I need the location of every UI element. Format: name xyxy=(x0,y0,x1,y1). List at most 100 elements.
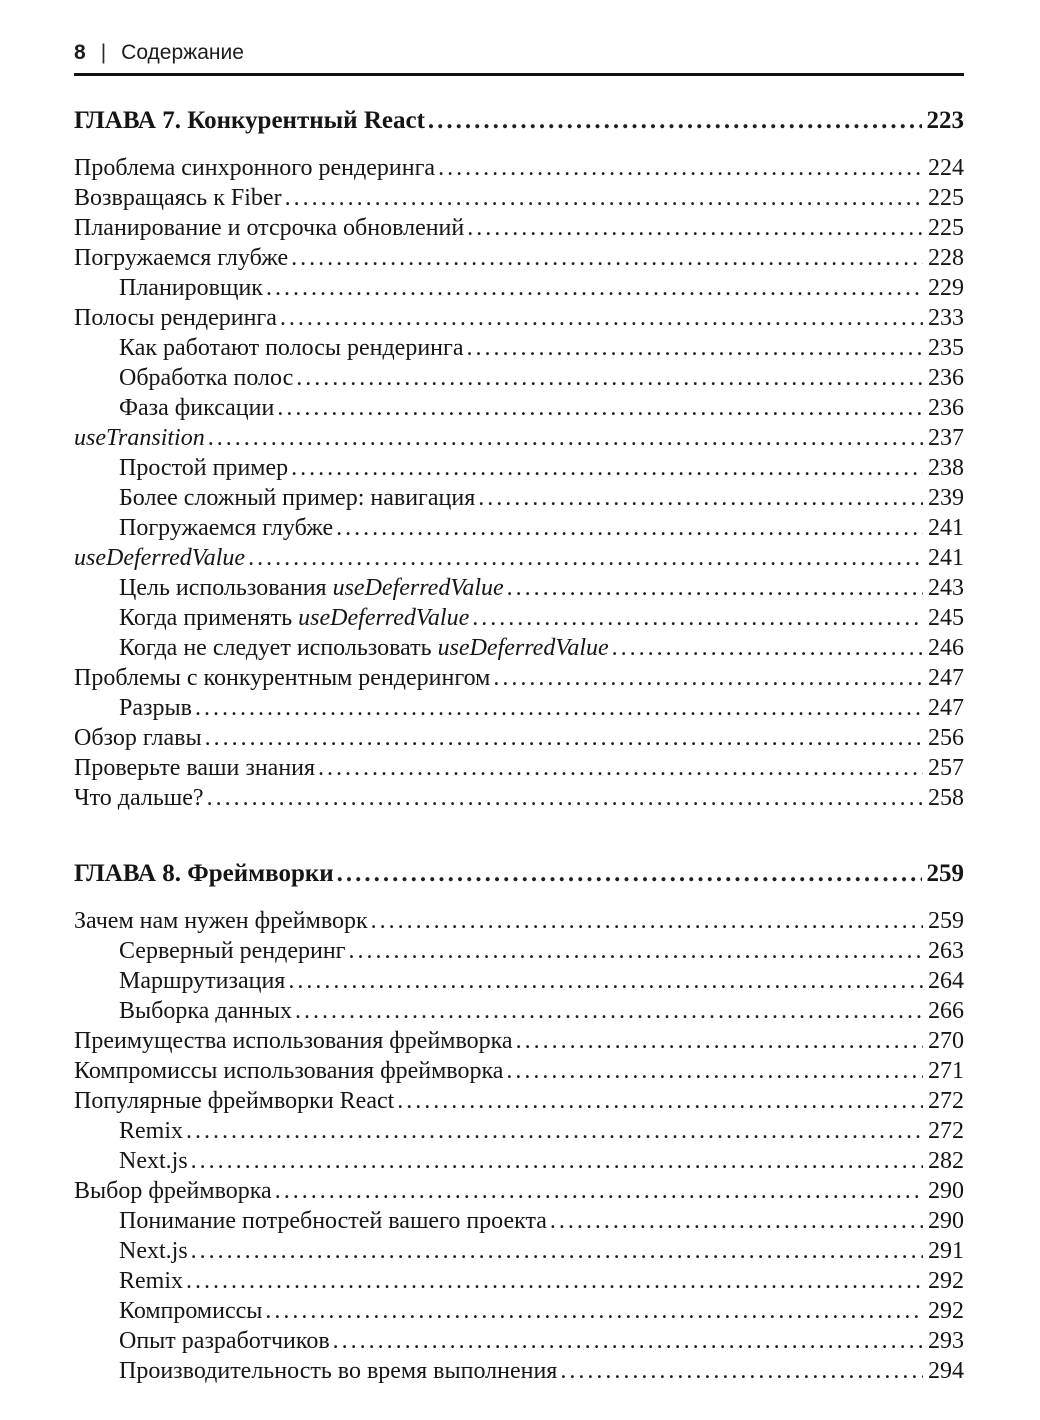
toc-entry-label: Погружаемся глубже xyxy=(119,513,333,543)
toc-entry-page: 239 xyxy=(928,485,964,511)
toc-entry-page: 225 xyxy=(928,215,964,241)
dot-leader: ........................................… xyxy=(438,155,923,181)
toc-entry-label-part: Маршрутизация xyxy=(119,968,286,994)
toc-entry-label: Возвращаясь к Fiber xyxy=(74,183,282,213)
dot-leader: ........................................… xyxy=(397,1088,923,1114)
toc-entry-label-part: Как работают полосы рендеринга xyxy=(119,335,464,361)
toc-entry-label: Производительность во время выполнения xyxy=(119,1356,557,1386)
toc-entry-page: 224 xyxy=(928,155,964,181)
dot-leader: ........................................… xyxy=(265,1298,923,1324)
toc-entry: Компромиссы.............................… xyxy=(74,1296,964,1326)
toc-entry-label-part: Погружаемся глубже xyxy=(119,515,334,541)
toc-entry-label: Next.js xyxy=(119,1146,188,1176)
toc-entry: Когда применять useDeferredValue........… xyxy=(74,603,964,633)
toc-entry-label: Remix xyxy=(119,1266,183,1296)
dot-leader: ........................................… xyxy=(336,515,923,541)
dot-leader: ........................................… xyxy=(336,860,922,887)
chapter-title-label: ГЛАВА 7. Конкурентный React xyxy=(74,106,425,136)
toc-entry-label-part: Погружаемся глубже xyxy=(74,245,289,271)
toc-entry-page: 271 xyxy=(928,1058,964,1084)
toc-entry-label: Проблемы с конкурентным рендерингом xyxy=(74,663,490,693)
toc-entry: Погружаемся глубже......................… xyxy=(74,513,964,543)
dot-leader: ........................................… xyxy=(204,725,923,751)
header-title: Содержание xyxy=(121,41,244,64)
toc-entry-label: useTransition xyxy=(74,423,205,453)
toc-entry-label: Понимание потребностей вашего проекта xyxy=(119,1206,547,1236)
dot-leader: ........................................… xyxy=(206,785,923,811)
toc-entry-label-part: Зачем нам нужен фреймворк xyxy=(74,908,368,934)
chapter-title-label-part: ГЛАВА 8. Фреймворки xyxy=(74,860,334,887)
toc-entry: Что дальше?.............................… xyxy=(74,783,964,813)
toc-entry-page: 237 xyxy=(928,425,964,451)
toc-section: ГЛАВА 7. Конкурентный React.............… xyxy=(74,106,964,813)
toc-entry-label-part: Популярные фреймворки React xyxy=(74,1088,395,1114)
toc-entry-page: 246 xyxy=(928,635,964,661)
toc-entry-label: Планировщик xyxy=(119,273,263,303)
toc-entry-page: 292 xyxy=(928,1298,964,1324)
toc-entry-label: Опыт разработчиков xyxy=(119,1326,330,1356)
dot-leader: ........................................… xyxy=(472,605,923,631)
toc-entry: Обработка полос.........................… xyxy=(74,363,964,393)
dot-leader: ........................................… xyxy=(493,665,923,691)
toc-entry-label-part: Простой пример xyxy=(119,455,289,481)
dot-leader: ........................................… xyxy=(318,755,923,781)
dot-leader: ........................................… xyxy=(248,545,923,571)
toc-entry-label: Что дальше? xyxy=(74,783,204,813)
toc-entry: Планировщик.............................… xyxy=(74,273,964,303)
toc-entry-label: useDeferredValue xyxy=(74,543,245,573)
toc-entry-label: Как работают полосы рендеринга xyxy=(119,333,464,363)
dot-leader: ........................................… xyxy=(515,1028,923,1054)
toc-entry-label: Популярные фреймворки React xyxy=(74,1086,394,1116)
dot-leader: ........................................… xyxy=(190,1238,923,1264)
toc-entry-page: 263 xyxy=(928,938,964,964)
toc-entry-page: 259 xyxy=(928,908,964,934)
toc-entry-label: Проверьте ваши знания xyxy=(74,753,315,783)
toc-entry-label: Планирование и отсрочка обновлений xyxy=(74,213,464,243)
dot-leader: ........................................… xyxy=(277,395,923,421)
toc-entry-label-part: Производительность во время выполнения xyxy=(119,1358,558,1384)
toc-entry-label: Компромиссы использования фреймворка xyxy=(74,1056,503,1086)
toc-entry-page: 293 xyxy=(928,1328,964,1354)
dot-leader: ........................................… xyxy=(265,275,923,301)
toc-entry: Простой пример..........................… xyxy=(74,453,964,483)
toc-entry-label: Более сложный пример: навигация xyxy=(119,483,475,513)
toc-entry: Понимание потребностей вашего проекта...… xyxy=(74,1206,964,1236)
toc-entry-page: 241 xyxy=(928,545,964,571)
dot-leader: ........................................… xyxy=(506,575,923,601)
toc-entry-label: Remix xyxy=(119,1116,183,1146)
toc-entry: Цель использования useDeferredValue.....… xyxy=(74,573,964,603)
toc-entry: Проверьте ваши знания...................… xyxy=(74,753,964,783)
toc-entry-label-part: Серверный рендеринг xyxy=(119,938,346,964)
toc-entry-page: 256 xyxy=(928,725,964,751)
toc-entry-page: 236 xyxy=(928,365,964,391)
dot-leader: ........................................… xyxy=(370,908,923,934)
running-header: 8 | Содержание xyxy=(74,40,964,66)
toc-entry: Серверный рендеринг.....................… xyxy=(74,936,964,966)
toc-entry-label: Когда не следует использовать useDeferre… xyxy=(119,633,609,663)
toc-entry-label: Обзор главы xyxy=(74,723,202,753)
toc-entry-label: Простой пример xyxy=(119,453,288,483)
toc-entry: Преимущества использования фреймворка...… xyxy=(74,1026,964,1056)
toc-entry-label-part: useDeferredValue xyxy=(298,605,470,631)
toc-entry-label: Выборка данных xyxy=(119,996,292,1026)
toc-entry-label-part: Полосы рендеринга xyxy=(74,305,277,331)
dot-leader: ........................................… xyxy=(284,185,923,211)
toc-entry-page: 247 xyxy=(928,695,964,721)
toc-entry-label-part: Возвращаясь к Fiber xyxy=(74,185,282,211)
dot-leader: ........................................… xyxy=(466,335,923,361)
toc-entry-page: 233 xyxy=(928,305,964,331)
dot-leader: ........................................… xyxy=(296,365,923,391)
toc-entry-label: Цель использования useDeferredValue xyxy=(119,573,504,603)
dot-leader: ........................................… xyxy=(291,245,923,271)
dot-leader: ........................................… xyxy=(207,425,923,451)
dot-leader: ........................................… xyxy=(478,485,923,511)
toc-entry-label: Маршрутизация xyxy=(119,966,285,996)
toc-entry-label-part: useTransition xyxy=(74,425,205,451)
dot-leader: ........................................… xyxy=(560,1358,923,1384)
toc-entry: Как работают полосы рендеринга..........… xyxy=(74,333,964,363)
dot-leader: ........................................… xyxy=(190,1148,923,1174)
dot-leader: ........................................… xyxy=(506,1058,923,1084)
toc-entry-page: 272 xyxy=(928,1088,964,1114)
toc-entry-page: 228 xyxy=(928,245,964,271)
toc-entry-page: 290 xyxy=(928,1208,964,1234)
